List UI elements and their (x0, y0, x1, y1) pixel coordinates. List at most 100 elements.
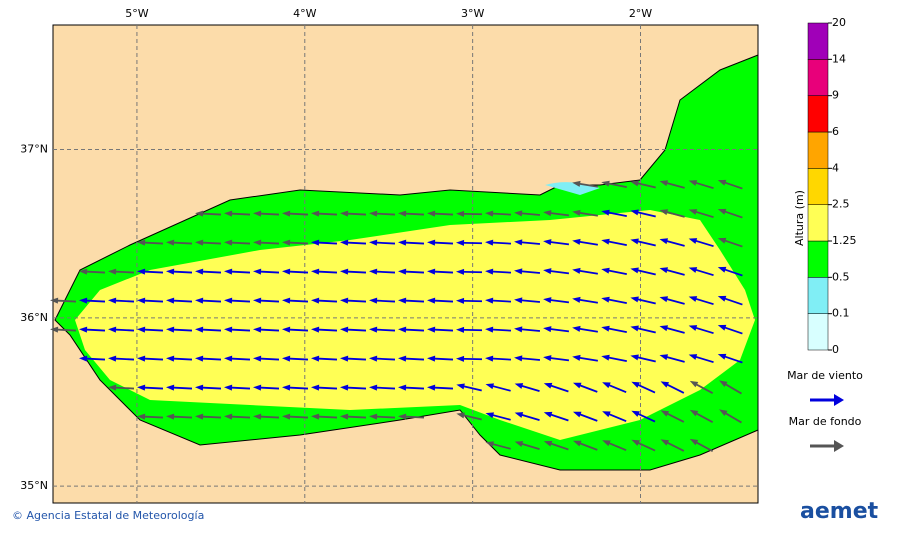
arrow-head (369, 210, 378, 217)
wave-arrows (50, 179, 743, 453)
arrow-head (369, 384, 378, 391)
arrow-head (224, 297, 233, 304)
arrow-head (137, 384, 146, 391)
arrow-head (50, 297, 59, 304)
legend: Mar de viento Mar de fondo (787, 369, 863, 452)
arrow-head (630, 209, 639, 216)
arrow-head (195, 326, 204, 333)
arrow-head (543, 411, 553, 418)
arrow-head (456, 210, 465, 217)
arrow-head (311, 268, 320, 275)
arrow-head (340, 297, 349, 304)
arrow-head (514, 210, 523, 217)
arrow-head (340, 384, 349, 391)
arrow-head (601, 180, 610, 187)
arrow-head (253, 384, 262, 391)
arrow-head (659, 296, 669, 303)
arrow-head (514, 326, 523, 333)
colorbar-tick-label: 0.5 (832, 270, 850, 283)
arrow-head (485, 210, 494, 217)
arrow-head (282, 413, 291, 420)
arrow-head (311, 326, 320, 333)
colorbar-cell (807, 95, 829, 133)
arrow-head (485, 383, 495, 390)
arrow-head (717, 208, 727, 215)
arrow-head (398, 355, 407, 362)
arrow-head (456, 383, 465, 390)
arrow-head (79, 355, 88, 362)
arrow-head (224, 210, 233, 217)
arrow-head (195, 384, 204, 391)
arrow-head (659, 209, 669, 216)
arrow-head (195, 239, 204, 246)
y-tick-label: 37°N (20, 143, 48, 156)
arrow-head (369, 268, 378, 275)
arrow-head (456, 355, 465, 362)
arrow-head (601, 354, 610, 361)
arrow-head (543, 440, 553, 447)
arrow-head (427, 326, 436, 333)
arrow-head (485, 268, 494, 275)
arrow-head (79, 268, 88, 275)
arrow-head (688, 354, 698, 360)
arrow-head (717, 353, 727, 360)
arrow-head (630, 180, 639, 187)
arrow-head (340, 326, 349, 333)
arrow-head (340, 210, 349, 217)
colorbar-tick-label: 0.1 (832, 307, 850, 320)
arrow-head (369, 239, 378, 246)
arrow-head (572, 354, 581, 361)
y-tick-label: 36°N (20, 311, 48, 324)
arrow-head (137, 268, 146, 275)
arrow-head (427, 210, 436, 217)
arrow-head (311, 297, 320, 304)
arrow-head (166, 326, 175, 333)
arrow-head (108, 326, 117, 333)
colorbar-tick-label: 14 (832, 52, 846, 65)
arrow-head (456, 412, 465, 419)
arrow-head (601, 238, 610, 245)
arrow-head (108, 268, 117, 275)
arrow-head (398, 297, 407, 304)
arrow-head (137, 239, 146, 246)
arrow-head (631, 381, 640, 388)
arrow-head (369, 297, 378, 304)
arrow-head (572, 440, 582, 447)
arrow-head (108, 384, 117, 391)
arrow-head (195, 297, 204, 304)
arrow-head (166, 239, 175, 246)
arrow-head (543, 355, 552, 362)
arrow-head (311, 413, 320, 420)
arrow-head (485, 412, 495, 419)
arrow-head (282, 297, 291, 304)
colorbar-cell (807, 277, 829, 314)
arrow-head (311, 239, 320, 246)
arrow-head (572, 238, 581, 245)
colorbar-cell (807, 204, 829, 242)
x-tick-label: 3°W (461, 7, 484, 20)
colorbar-tick-label: 6 (832, 125, 839, 138)
arrow-head (282, 326, 291, 333)
arrow-head (688, 296, 698, 302)
colorbar-tick-label: 1.25 (832, 234, 857, 247)
arrow-head (572, 267, 581, 274)
arrow-head (398, 268, 407, 275)
legend-arrow-head (834, 440, 844, 452)
arrow-head (398, 413, 407, 420)
arrow-head (717, 266, 727, 273)
arrow-head (253, 326, 262, 333)
arrow-head (311, 384, 320, 391)
arrow-head (456, 239, 465, 246)
arrow-head (253, 268, 262, 275)
arrow-head (485, 239, 494, 246)
arrow-head (543, 210, 552, 217)
arrow-head (572, 180, 581, 187)
arrow-head (282, 268, 291, 275)
arrow-head (224, 384, 233, 391)
arrow-head (514, 383, 524, 389)
arrow-head (253, 297, 262, 304)
arrow-head (689, 409, 699, 417)
arrow-head (602, 411, 611, 418)
arrow-head (166, 413, 175, 420)
arrow-head (50, 326, 59, 333)
